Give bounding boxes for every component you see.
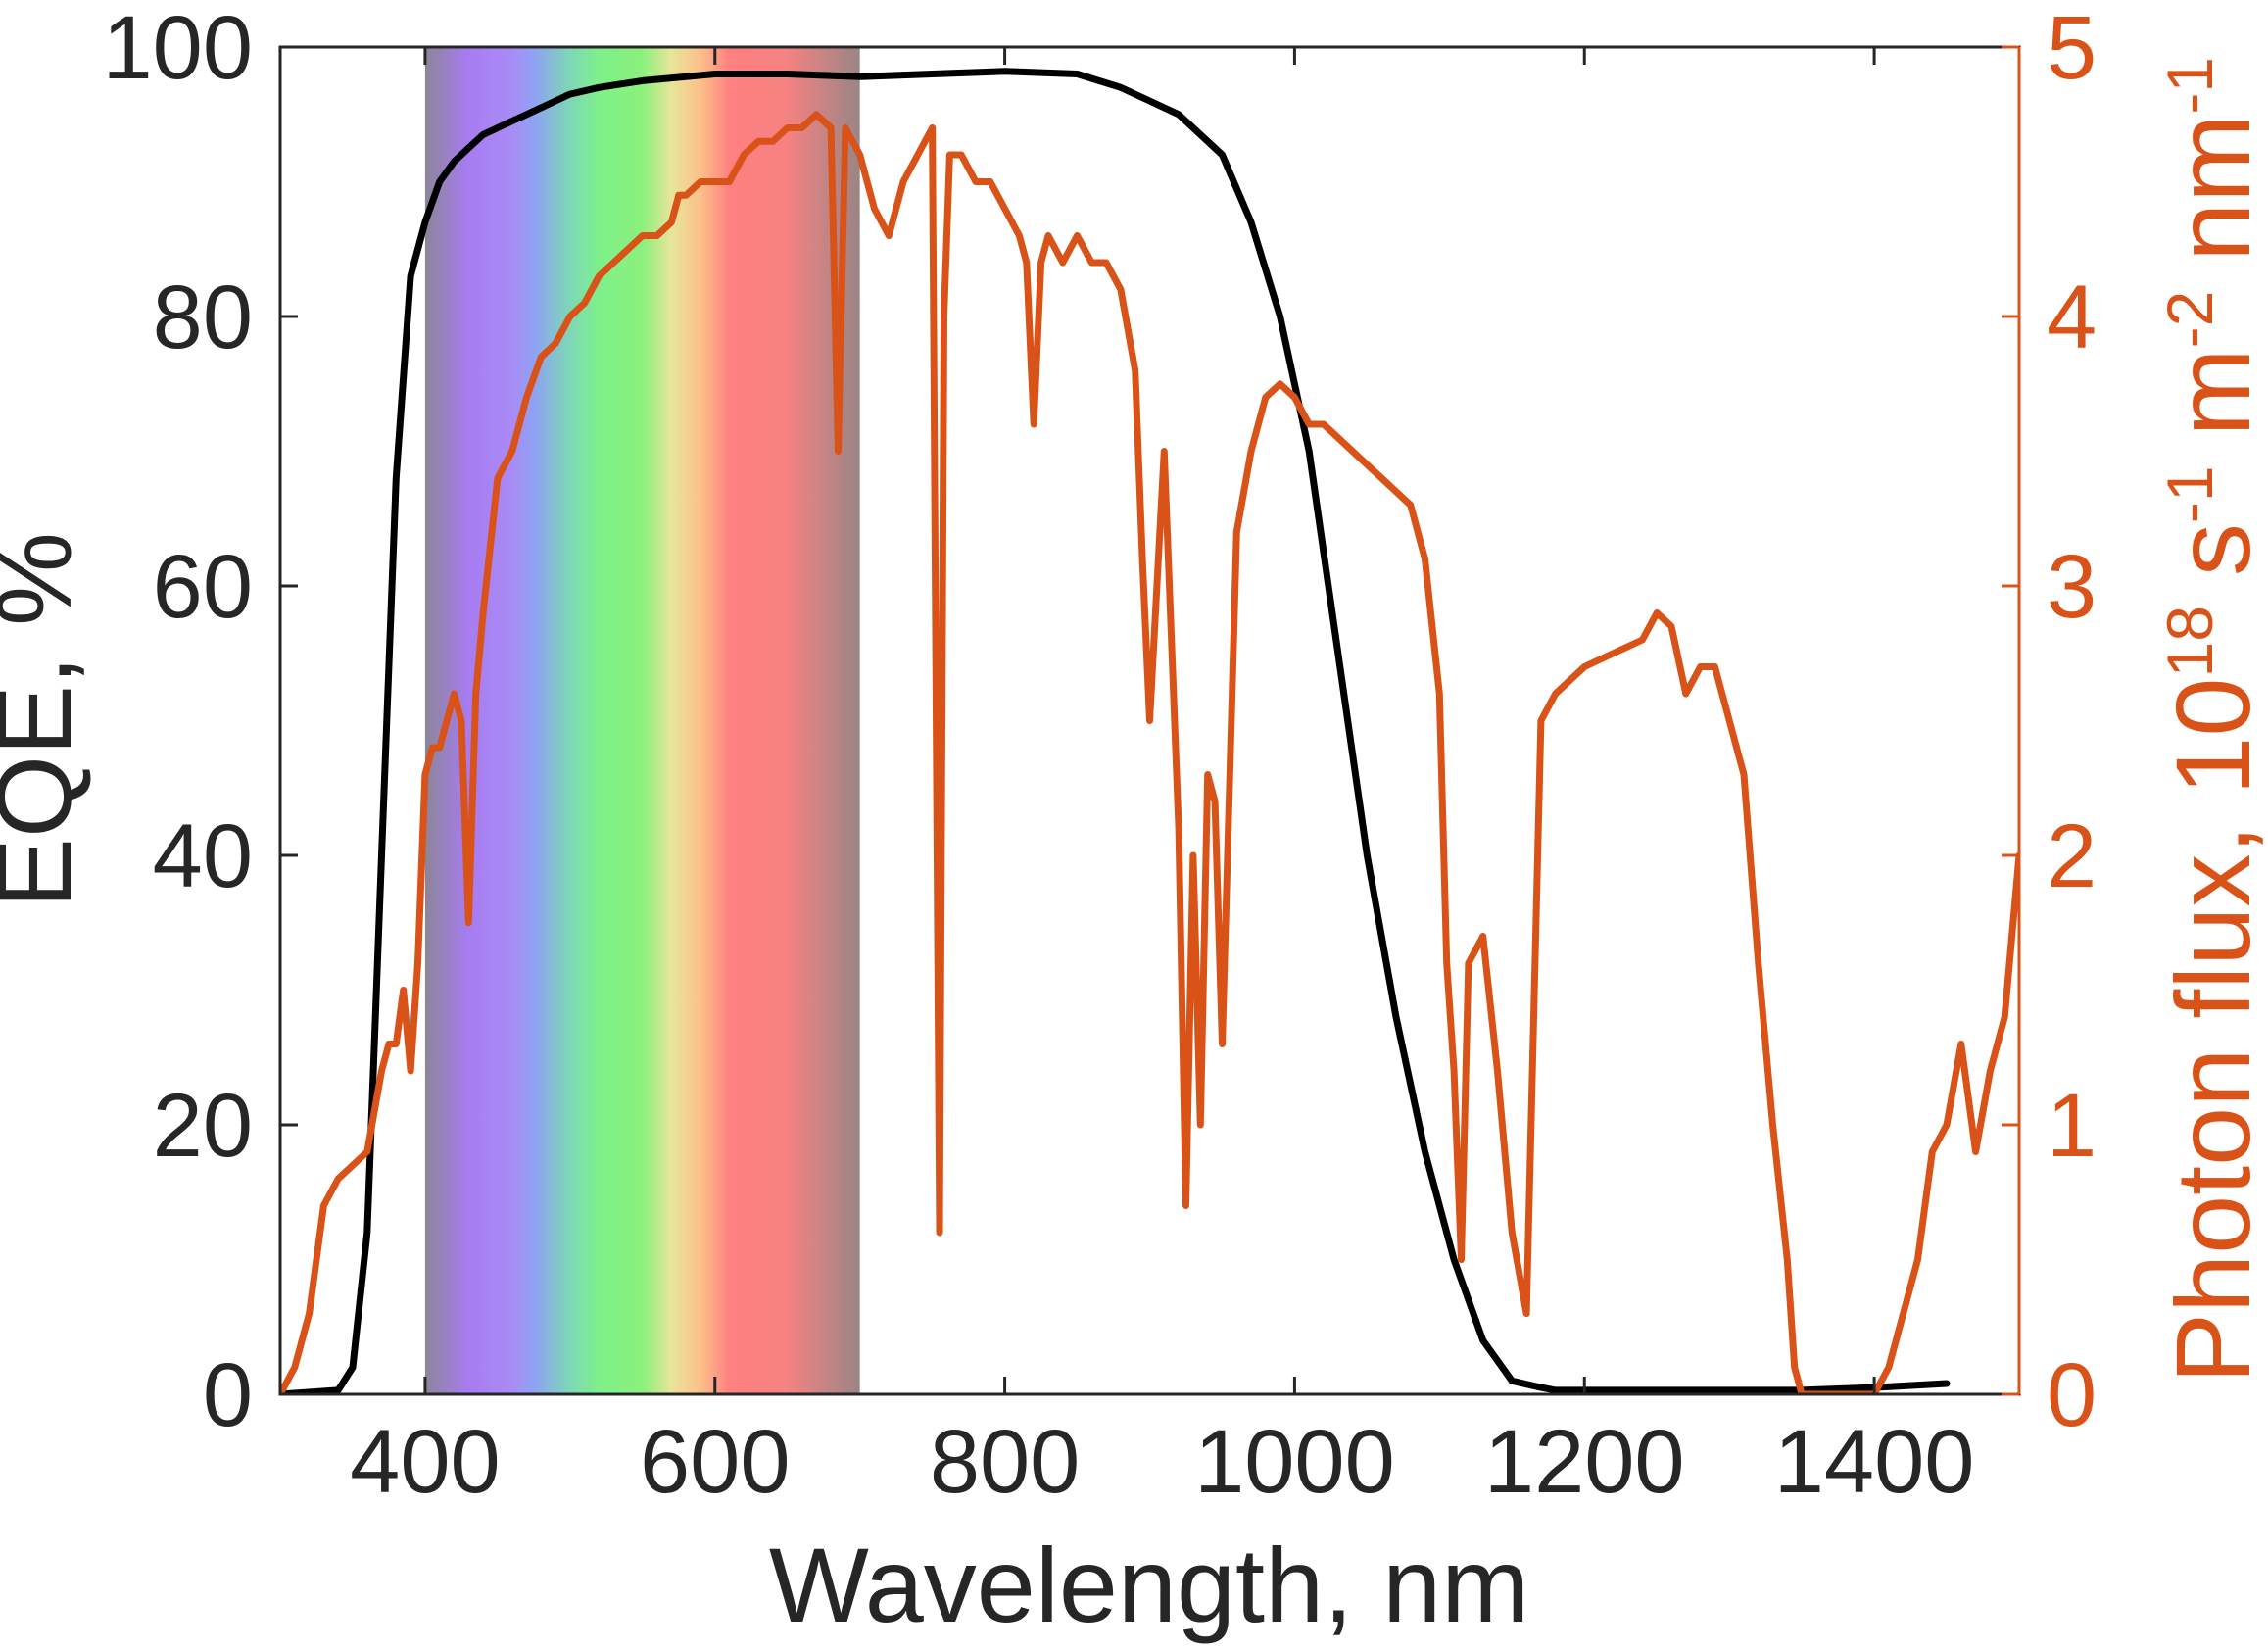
right-axis-title-unit2: m [2153,348,2268,465]
eqe-series-line [280,68,1951,1394]
right-axis-title-exp3: -2 [2153,291,2226,349]
right-tick-label: 0 [2047,1345,2097,1445]
right-axis-title-exp2: -1 [2153,465,2226,523]
x-tick-label: 1000 [1194,1412,1395,1512]
right-tick-label: 3 [2047,537,2097,637]
right-axis-title-unit3: nm [2153,115,2268,291]
right-tick-label: 2 [2047,806,2097,906]
x-tick-label: 800 [930,1412,1081,1512]
left-axis-title: EQE, % [0,532,93,908]
visible-spectrum-band [424,47,860,1394]
x-tick-label: 600 [640,1412,791,1512]
x-tick-label: 1400 [1774,1412,1975,1512]
right-tick-label: 1 [2047,1076,2097,1176]
x-tick-label: 1200 [1484,1412,1685,1512]
left-tick-label: 80 [153,267,253,367]
left-axis-ticks: 0 20 40 60 80 100 [103,0,298,1445]
left-tick-label: 40 [153,806,253,906]
x-axis-ticks: 400 600 800 1000 1200 1400 [350,47,1974,1512]
photon-flux-series-line [280,111,2019,1394]
left-tick-label: 60 [153,537,253,637]
right-tick-label: 5 [2047,0,2097,98]
right-axis-title: Photon flux, 1018 s-1 m-2 nm-1 [2153,57,2268,1384]
x-tick-label: 400 [350,1412,501,1512]
left-tick-label: 0 [203,1345,253,1445]
left-tick-label: 20 [153,1076,253,1176]
right-axis-title-exp4: -1 [2153,57,2226,115]
right-axis-ticks: 0 1 2 3 4 5 [2002,0,2097,1445]
right-axis-title-exp1: 18 [2153,606,2226,677]
right-axis-title-unit1: s [2153,523,2268,606]
left-tick-label: 100 [103,0,254,98]
right-tick-label: 4 [2047,267,2097,367]
right-axis-title-prefix: Photon flux, 10 [2153,678,2268,1384]
x-axis-title: Wavelength, nm [769,1526,1529,1644]
